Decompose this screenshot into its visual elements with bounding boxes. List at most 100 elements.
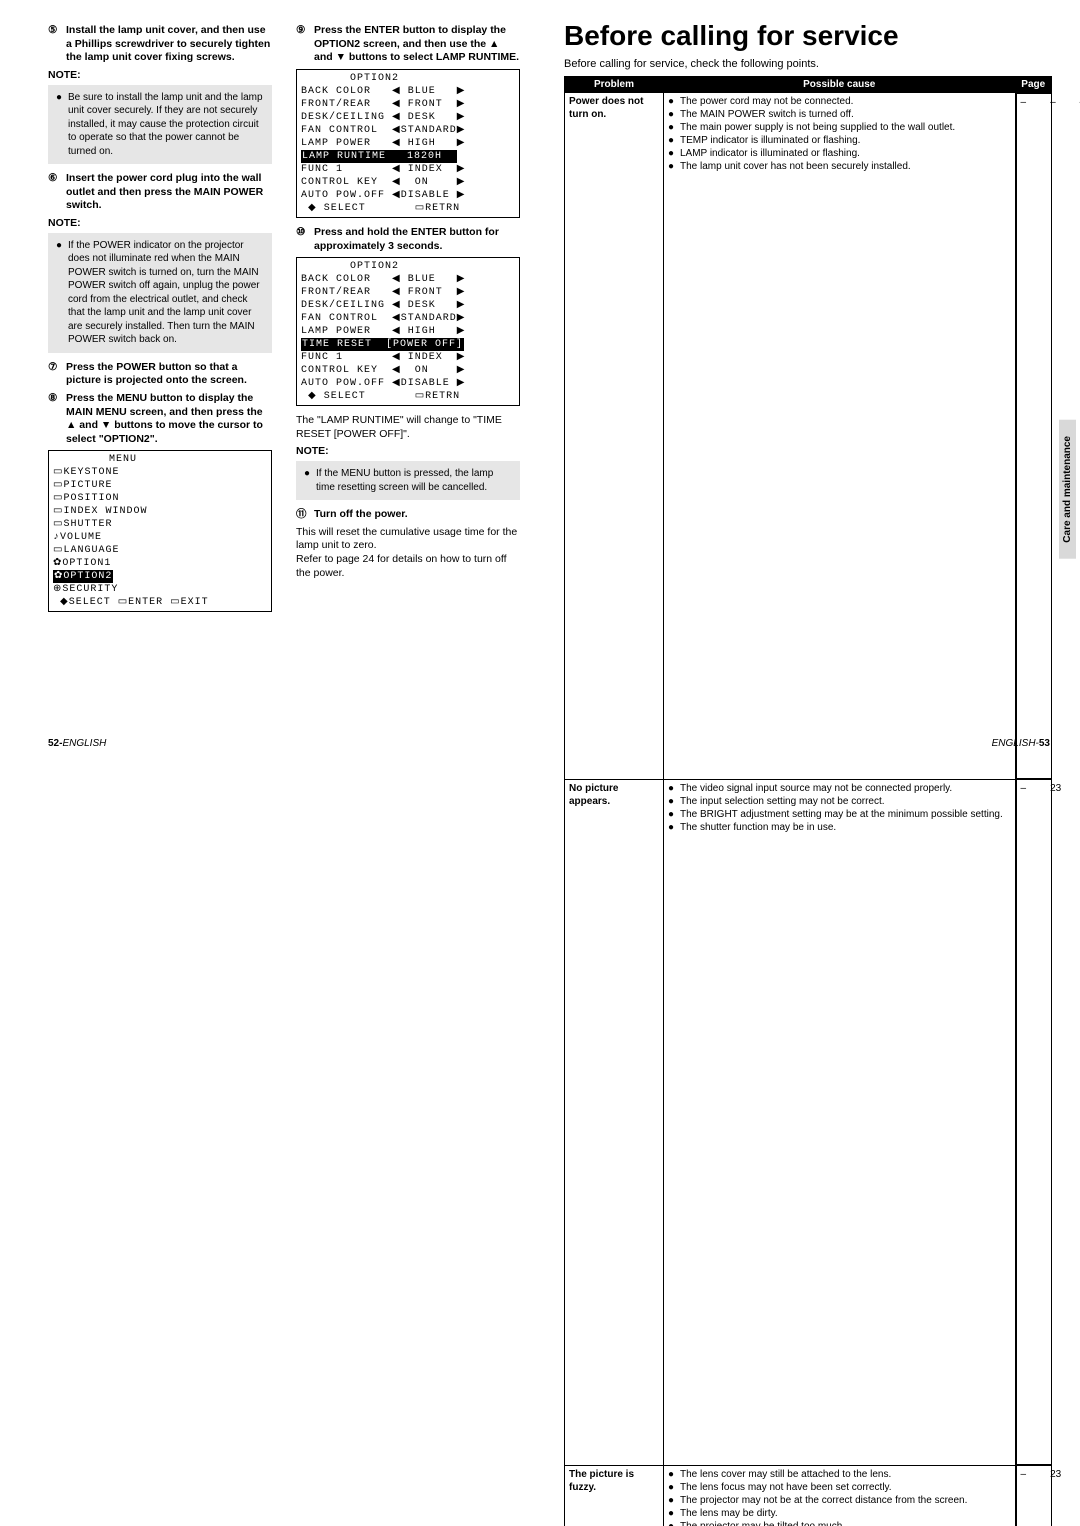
after-text: The "LAMP RUNTIME" will change to "TIME … bbox=[296, 414, 520, 441]
cause-text: The power cord may not be connected. bbox=[680, 95, 853, 108]
step-text: Press the MENU button to display the MAI… bbox=[66, 392, 272, 447]
osd-highlight: ✿OPTION2 bbox=[53, 570, 113, 583]
page-num-right: 53 bbox=[1039, 738, 1050, 749]
cause-text: The lens may be dirty. bbox=[680, 1507, 778, 1520]
footer-right: ENGLISH-53 bbox=[972, 738, 1050, 749]
bullet-dot: ● bbox=[668, 808, 676, 821]
step-number: ⑩ bbox=[296, 226, 310, 253]
step-6: ⑥ Insert the power cord plug into the wa… bbox=[48, 172, 272, 213]
note-box-1: ●Be sure to install the lamp unit and th… bbox=[48, 85, 272, 165]
cause-text: The main power supply is not being suppl… bbox=[680, 121, 955, 134]
bullet-dot: ● bbox=[668, 1468, 676, 1481]
problem-cell: Power does not turn on. bbox=[565, 93, 664, 780]
option2-screen-1: OPTION2 BACK COLOR ◀ BLUE ▶ FRONT/REAR ◀… bbox=[296, 69, 520, 218]
step-text: Press the ENTER button to display the OP… bbox=[314, 24, 520, 65]
side-tab: Care and maintenance bbox=[1059, 420, 1076, 559]
step-number: ⑥ bbox=[48, 172, 62, 213]
step-10: ⑩ Press and hold the ENTER button for ap… bbox=[296, 226, 520, 253]
footer-label-right: ENGLISH- bbox=[992, 738, 1039, 749]
footer-left: 52-ENGLISH bbox=[48, 738, 106, 749]
cause-text: The projector may not be at the correct … bbox=[680, 1494, 967, 1507]
osd-text: FUNC 1 ◀ INDEX ▶ CONTROL KEY ◀ ON ▶ AUTO… bbox=[301, 352, 465, 402]
bullet-dot: ● bbox=[668, 1507, 676, 1520]
cause-text: The projector may be tilted too much. bbox=[680, 1520, 845, 1526]
bullet-dot: ● bbox=[668, 121, 676, 134]
bullet-dot: ● bbox=[668, 147, 676, 160]
cause-text: The lens focus may not have been set cor… bbox=[680, 1481, 892, 1494]
bullet-dot: ● bbox=[668, 1520, 676, 1526]
step-number: ⑧ bbox=[48, 392, 62, 447]
bullet-dot: ● bbox=[668, 134, 676, 147]
bullet-dot: ● bbox=[668, 1494, 676, 1507]
mid-column: ⑨ Press the ENTER button to display the … bbox=[296, 20, 520, 700]
cause-text: The MAIN POWER switch is turned off. bbox=[680, 108, 854, 121]
problem-cell: No picture appears. bbox=[565, 779, 664, 1465]
page-cell: –––4748– bbox=[1016, 93, 1052, 779]
step-5: ⑤ Install the lamp unit cover, and then … bbox=[48, 24, 272, 65]
bullet-dot: ● bbox=[668, 782, 676, 795]
th-page: Page bbox=[1015, 77, 1052, 93]
bullet-dot: ● bbox=[668, 795, 676, 808]
th-cause: Possible cause bbox=[664, 77, 1016, 93]
step-number: ⑦ bbox=[48, 361, 62, 388]
note-label: NOTE: bbox=[48, 69, 272, 83]
osd-highlight: LAMP RUNTIME 1820H bbox=[301, 150, 457, 163]
osd-text: FUNC 1 ◀ INDEX ▶ CONTROL KEY ◀ ON ▶ AUTO… bbox=[301, 164, 465, 214]
step-8: ⑧ Press the MENU button to display the M… bbox=[48, 392, 272, 447]
problem-cell: The picture is fuzzy. bbox=[565, 1465, 664, 1526]
step-11: ⑪ Turn off the power. bbox=[296, 508, 520, 522]
cause-text: The lens cover may still be attached to … bbox=[680, 1468, 891, 1481]
bullet-dot: ● bbox=[668, 160, 676, 173]
note-text: If the MENU button is pressed, the lamp … bbox=[316, 467, 512, 494]
step-number: ⑨ bbox=[296, 24, 310, 65]
page-cell: –2318–18 bbox=[1016, 1465, 1052, 1526]
cause-text: The video signal input source may not be… bbox=[680, 782, 952, 795]
lead-in: Before calling for service, check the fo… bbox=[564, 58, 1052, 70]
bullet-dot: ● bbox=[668, 108, 676, 121]
left-column: ⑤ Install the lamp unit cover, and then … bbox=[48, 20, 272, 700]
page-title: Before calling for service bbox=[564, 20, 1052, 52]
bullet-dot: ● bbox=[668, 95, 676, 108]
step-text: Press and hold the ENTER button for appr… bbox=[314, 226, 520, 253]
step-number: ⑤ bbox=[48, 24, 62, 65]
page-cell: –233627 bbox=[1016, 779, 1052, 1465]
osd-text: ⊕SECURITY ◆SELECT ▭ENTER ▭EXIT bbox=[53, 584, 209, 608]
cause-text: LAMP indicator is illuminated or flashin… bbox=[680, 147, 860, 160]
note-text: Be sure to install the lamp unit and the… bbox=[68, 91, 264, 159]
bullet-dot: ● bbox=[56, 91, 64, 159]
step-9: ⑨ Press the ENTER button to display the … bbox=[296, 24, 520, 65]
bullet-dot: ● bbox=[668, 821, 676, 834]
step-text: Insert the power cord plug into the wall… bbox=[66, 172, 272, 213]
step-11-body: This will reset the cumulative usage tim… bbox=[296, 526, 520, 581]
step-text: Press the POWER button so that a picture… bbox=[66, 361, 272, 388]
step-7: ⑦ Press the POWER button so that a pictu… bbox=[48, 361, 272, 388]
note-box-2: ●If the POWER indicator on the projector… bbox=[48, 233, 272, 353]
cause-cell: ● The power cord may not be connected. ● Th… bbox=[664, 93, 1016, 780]
bullet-dot: ● bbox=[56, 239, 64, 347]
cause-text: The BRIGHT adjustment setting may be at … bbox=[680, 808, 1003, 821]
osd-text: OPTION2 BACK COLOR ◀ BLUE ▶ FRONT/REAR ◀… bbox=[301, 73, 465, 149]
osd-highlight: TIME RESET [POWER OFF] bbox=[301, 338, 464, 351]
option2-screen-2: OPTION2 BACK COLOR ◀ BLUE ▶ FRONT/REAR ◀… bbox=[296, 257, 520, 406]
note-label: NOTE: bbox=[48, 217, 272, 231]
bullet-dot: ● bbox=[304, 467, 312, 494]
osd-text: MENU ▭KEYSTONE ▭PICTURE ▭POSITION ▭INDEX… bbox=[53, 454, 147, 569]
step-number: ⑪ bbox=[296, 508, 310, 522]
note-box-3: ●If the MENU button is pressed, the lamp… bbox=[296, 461, 520, 500]
note-text: If the POWER indicator on the projector … bbox=[68, 239, 264, 347]
cause-text: The shutter function may be in use. bbox=[680, 821, 836, 834]
menu-screen: MENU ▭KEYSTONE ▭PICTURE ▭POSITION ▭INDEX… bbox=[48, 450, 272, 612]
cause-text: TEMP indicator is illuminated or flashin… bbox=[680, 134, 860, 147]
cause-text: The lamp unit cover has not been securel… bbox=[680, 160, 911, 173]
page-num-left: 52- bbox=[48, 738, 62, 749]
cause-cell: ● The video signal input source may not b… bbox=[664, 779, 1016, 1465]
osd-text: OPTION2 BACK COLOR ◀ BLUE ▶ FRONT/REAR ◀… bbox=[301, 261, 465, 337]
page-spread: ⑤ Install the lamp unit cover, and then … bbox=[0, 0, 1080, 710]
step-text: Install the lamp unit cover, and then us… bbox=[66, 24, 272, 65]
th-problem: Problem bbox=[565, 77, 664, 93]
note-label: NOTE: bbox=[296, 445, 520, 459]
right-page: Before calling for service Before callin… bbox=[544, 20, 1052, 700]
bullet-dot: ● bbox=[668, 1481, 676, 1494]
cause-text: The input selection setting may not be c… bbox=[680, 795, 885, 808]
footer-label-left: ENGLISH bbox=[62, 738, 106, 749]
